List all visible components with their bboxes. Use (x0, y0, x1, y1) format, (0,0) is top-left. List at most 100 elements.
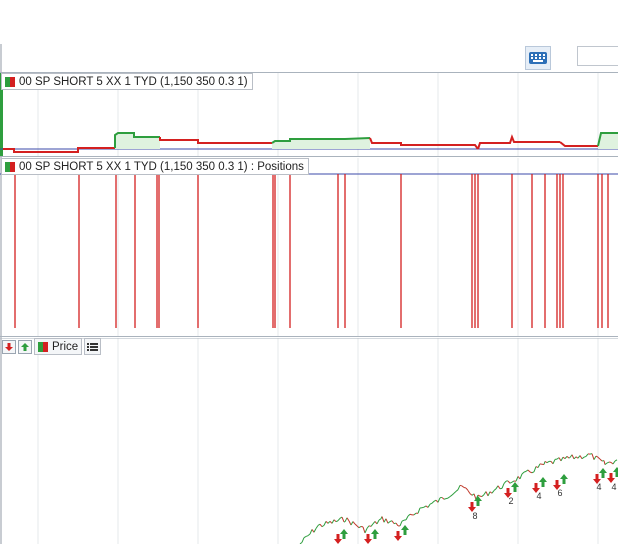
legend-swatch-icon (38, 342, 48, 352)
price-tick (604, 461, 605, 465)
price-tick (338, 518, 340, 520)
price-tick (357, 526, 359, 528)
price-tick (498, 486, 500, 489)
price-tick (320, 524, 322, 526)
sell-markers-toggle[interactable] (2, 340, 16, 354)
price-tick (388, 521, 390, 523)
price-tick (613, 461, 615, 464)
price-tick (580, 456, 582, 459)
price-tick (446, 498, 448, 499)
price-tick (324, 521, 326, 525)
price-tick (422, 507, 424, 508)
price-tick (528, 470, 530, 472)
price-tick (351, 522, 353, 525)
price-tick (530, 472, 532, 473)
price-tick (454, 491, 456, 493)
price-tick (304, 536, 306, 537)
price-tick (355, 524, 357, 526)
price-tick (512, 481, 514, 482)
price-tick (488, 492, 490, 496)
price-tick (316, 525, 318, 528)
buy-markers-toggle[interactable] (18, 340, 32, 354)
positions-legend[interactable]: 00 SP SHORT 5 XX 1 TYD (1,150 350 0.3 1)… (1, 158, 309, 175)
buy-arrow-icon (539, 477, 547, 487)
price-tick (396, 523, 398, 526)
legend-swatch-icon (5, 162, 15, 172)
price-tick (332, 520, 334, 524)
symbol-input[interactable] (577, 46, 618, 66)
price-tick (520, 474, 522, 479)
sell-arrow-icon (394, 531, 402, 541)
price-tick (302, 538, 304, 543)
price-tick (594, 456, 596, 460)
price-tick (377, 520, 379, 524)
price-tick (406, 516, 408, 520)
price-tick (444, 499, 446, 500)
price-tick (584, 456, 586, 457)
trade-label: 4 (596, 482, 601, 492)
price-tick (410, 514, 412, 515)
price-tick (400, 521, 402, 526)
price-tick (572, 455, 574, 459)
price-tick (336, 521, 338, 522)
price-tick (576, 457, 578, 458)
price-tick (359, 526, 361, 527)
price-tick (569, 457, 570, 458)
price-tick (442, 497, 444, 499)
buy-arrow-icon (560, 474, 568, 484)
equity-legend-text: 00 SP SHORT 5 XX 1 TYD (1,150 350 0.3 1) (19, 76, 248, 88)
price-tick (468, 490, 470, 493)
price-tick (314, 529, 316, 533)
equity-legend[interactable]: 00 SP SHORT 5 XX 1 TYD (1,150 350 0.3 1) (1, 73, 253, 90)
price-tick (434, 500, 436, 501)
price-tick (522, 472, 524, 474)
price-tick (414, 513, 416, 515)
price-tick (402, 520, 404, 521)
price-tick (478, 495, 480, 496)
price-tick (482, 495, 484, 497)
price-tick (334, 520, 336, 522)
price-tick (508, 481, 510, 483)
price-tick (462, 486, 464, 488)
price-tick (310, 529, 312, 534)
positions-pane (0, 158, 618, 336)
price-tick (428, 504, 430, 507)
price-tick (474, 494, 476, 500)
price-tick (586, 454, 588, 457)
price-tick (456, 490, 458, 492)
price-tick (607, 462, 609, 463)
positions-legend-text: 00 SP SHORT 5 XX 1 TYD (1,150 350 0.3 1)… (19, 161, 304, 173)
price-tick (379, 519, 381, 520)
price-tick (363, 527, 365, 533)
price-tick (349, 521, 351, 525)
pane-separator (0, 156, 618, 157)
price-tick (448, 497, 450, 498)
series-list-button[interactable] (84, 338, 101, 355)
price-tick (496, 486, 498, 489)
equity-line (478, 137, 560, 149)
buy-arrow-icon (371, 529, 379, 539)
buy-arrow-icon (340, 529, 348, 539)
keyboard-button[interactable] (525, 46, 551, 70)
price-tick (430, 503, 432, 504)
equity-line (560, 142, 598, 146)
price-tick (592, 454, 594, 460)
price-tick (424, 506, 426, 507)
price-tick (492, 491, 494, 494)
price-tick (532, 472, 534, 473)
price-tick (432, 501, 434, 503)
price-tick (408, 514, 410, 516)
buy-arrow-icon (613, 467, 618, 477)
price-tick (464, 488, 466, 489)
price-tick (553, 459, 555, 463)
price-tick (371, 524, 373, 527)
price-tick (306, 536, 308, 537)
price-tick (536, 467, 538, 468)
price-tick (318, 524, 320, 525)
price-tick (605, 463, 607, 465)
arrow-down-icon (4, 342, 14, 352)
price-series-tag[interactable]: Price (34, 338, 82, 355)
price-tick (547, 461, 549, 462)
legend-swatch-icon (5, 77, 15, 87)
